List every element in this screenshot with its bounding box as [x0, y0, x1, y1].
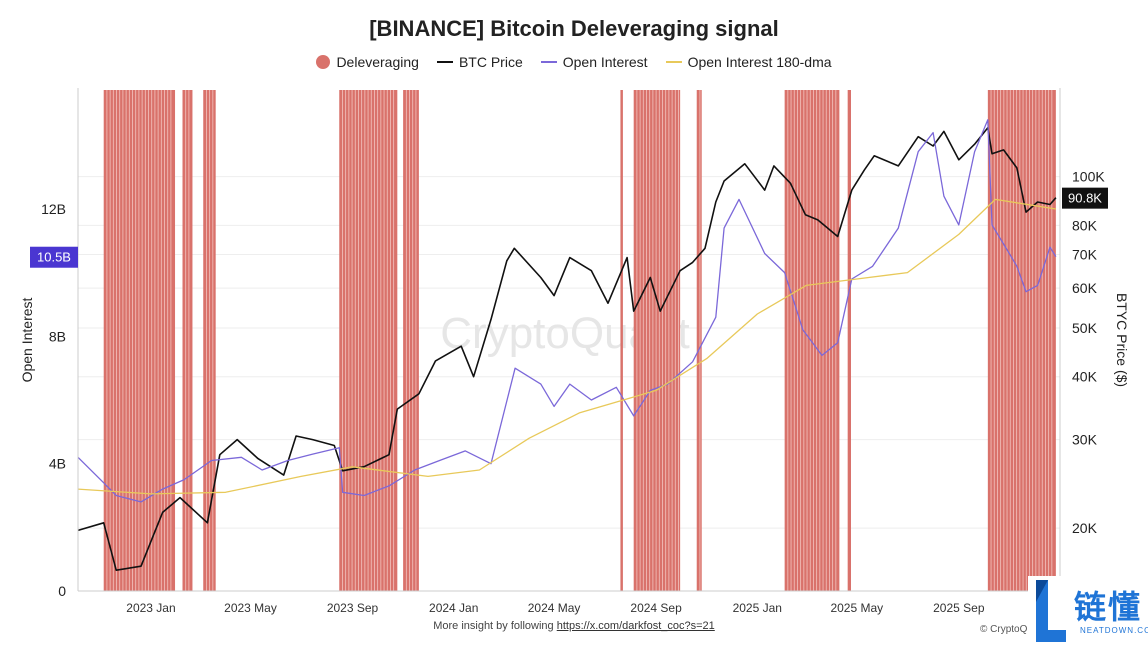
y-right-tick-label: 20K: [1072, 520, 1098, 536]
legend-swatch-oi-180dma: [665, 61, 682, 63]
y-right-tick-label: 70K: [1072, 246, 1098, 262]
copyright: © CryptoQ: [980, 624, 1028, 635]
deleveraging-bar: [620, 90, 623, 591]
x-tick-label: 2025 Jan: [733, 601, 782, 615]
y-left-tick-label: 4B: [49, 456, 66, 472]
deleveraging-bar: [847, 90, 851, 591]
grid-lines: [78, 176, 1060, 529]
x-tick-label: 2024 May: [528, 601, 581, 615]
chart-legend: Deleveraging BTC Price Open Interest Ope…: [0, 54, 1148, 70]
legend-label-btc-price: BTC Price: [458, 54, 523, 70]
footer: More insight by following https://x.com/…: [0, 620, 1148, 632]
footer-link[interactable]: https://x.com/darkfost_coc?s=21: [556, 620, 715, 632]
legend-item-deleveraging[interactable]: Deleveraging: [316, 54, 419, 70]
deleveraging-period: [633, 90, 681, 591]
y-right-tick-label: 60K: [1072, 280, 1098, 296]
x-tick-label: 2024 Sep: [630, 601, 682, 615]
y-right-axis-title: BTYC Price ($): [1114, 293, 1130, 387]
legend-label-oi-180dma: Open Interest 180-dma: [687, 54, 832, 70]
series-line-open-interest-180-dma: [77, 198, 1057, 495]
deleveraging-period: [103, 90, 176, 591]
deleveraging-bar: [182, 90, 193, 591]
legend-label-open-interest: Open Interest: [562, 54, 648, 70]
y-left-tick-label: 0: [58, 583, 66, 599]
price-current-value: 90.8K: [1068, 191, 1102, 206]
chart-title: [BINANCE] Bitcoin Deleveraging signal: [369, 16, 779, 41]
x-tick-label: 2023 May: [224, 601, 277, 615]
y-left-axis-title: Open Interest: [19, 297, 35, 382]
y-right-tick-label: 30K: [1072, 432, 1098, 448]
legend-swatch-open-interest: [540, 61, 557, 63]
x-tick-label: 2025 Sep: [933, 601, 985, 615]
price-current-badge: [1062, 187, 1108, 209]
deleveraging-bar: [987, 90, 1056, 591]
deleveraging-period: [987, 90, 1056, 591]
logo-l-icon: [1036, 580, 1066, 642]
deleveraging-period: [339, 90, 398, 591]
y-left-tick-label: 8B: [49, 328, 66, 344]
deleveraging-bar: [633, 90, 681, 591]
legend-label-deleveraging: Deleveraging: [336, 54, 419, 70]
y-left-tick-label: 12B: [41, 201, 66, 217]
y-right-tick-label: 40K: [1072, 369, 1098, 385]
deleveraging-period: [696, 90, 702, 591]
legend-item-oi-180dma[interactable]: Open Interest 180-dma: [665, 54, 832, 70]
deleveraging-bar: [103, 90, 176, 591]
footer-text: More insight by following: [433, 620, 557, 632]
legend-swatch-deleveraging: [316, 55, 331, 69]
legend-swatch-btc-price: [436, 61, 453, 63]
site-logo: 链懂 NEATDOWN.COM: [1028, 576, 1148, 646]
logo-subtext: NEATDOWN.COM: [1080, 626, 1148, 635]
x-tick-label: 2025 May: [830, 601, 883, 615]
deleveraging-period: [847, 90, 851, 591]
x-tick-label: 2023 Jan: [126, 601, 175, 615]
deleveraging-bars: [103, 90, 1056, 591]
y-right-tick-label: 50K: [1072, 320, 1098, 336]
y-right-tick-label: 80K: [1072, 217, 1098, 233]
deleveraging-bar: [784, 90, 840, 591]
deleveraging-bar: [403, 90, 419, 591]
series-line-open-interest: [77, 119, 1057, 503]
oi-current-badge: [30, 246, 78, 268]
oi-current-value: 10.5B: [37, 250, 71, 265]
deleveraging-period: [203, 90, 216, 591]
deleveraging-period: [403, 90, 419, 591]
legend-item-btc-price[interactable]: BTC Price: [436, 54, 523, 70]
deleveraging-bar: [696, 90, 702, 591]
deleveraging-period: [182, 90, 193, 591]
deleveraging-period: [620, 90, 623, 591]
series-line-btc-price: [77, 127, 1057, 572]
x-tick-label: 2024 Jan: [429, 601, 478, 615]
y-right-tick-label: 100K: [1072, 169, 1105, 185]
x-tick-label: 2023 Sep: [327, 601, 379, 615]
deleveraging-period: [784, 90, 840, 591]
axes: 0 4B 8B 12B 20K 30K 40K 50K 60K 70K 80K 100K 2023 Ja…: [19, 88, 1130, 615]
series-lines: [77, 119, 1057, 572]
logo-text: 链懂: [1074, 588, 1143, 626]
legend-item-open-interest[interactable]: Open Interest: [540, 54, 648, 70]
